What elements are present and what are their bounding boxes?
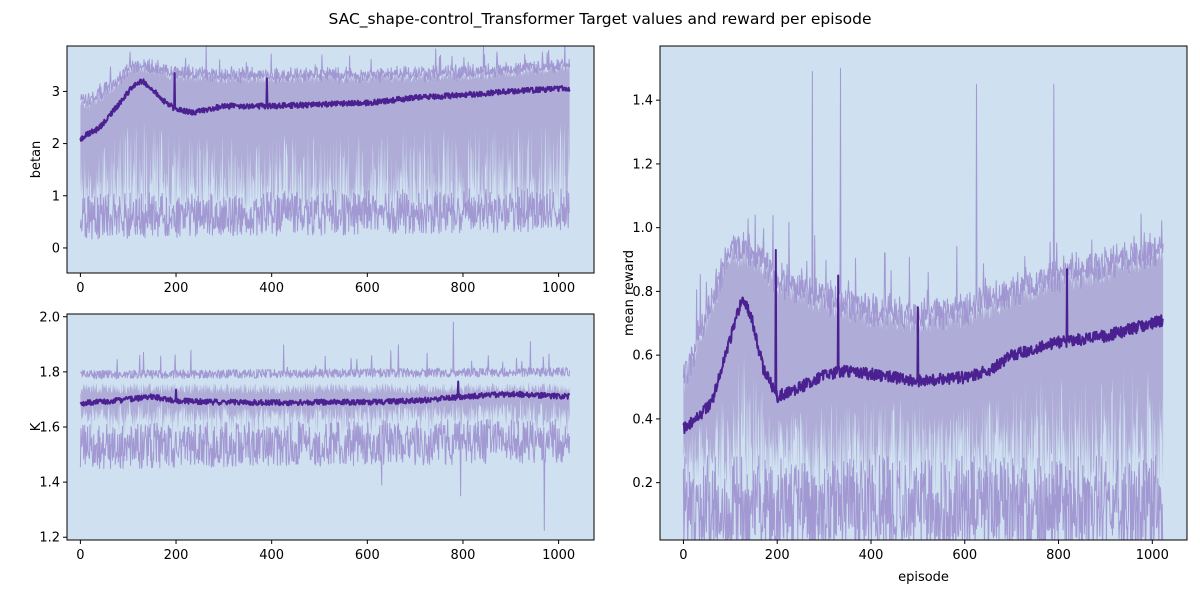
K-x-tick-label: 800 — [451, 548, 476, 563]
K-max-line — [80, 321, 571, 380]
reward-max-line — [682, 67, 1164, 384]
reward-y-tick-label: 1.0 — [632, 221, 653, 236]
betan-x-tick-label: 800 — [451, 281, 476, 296]
betan-min-line — [79, 186, 570, 240]
betan-y-tick-label: 1 — [52, 189, 60, 204]
reward-min-line — [682, 455, 1164, 540]
reward-axes-frame — [659, 45, 1188, 541]
K-y-tick-label: 1.2 — [39, 531, 60, 546]
betan-y-axis-label: betan — [29, 141, 44, 179]
reward-x-tick-label: 200 — [765, 548, 790, 563]
K-x-tick-label: 200 — [164, 548, 189, 563]
betan-y-tick-label: 3 — [52, 85, 60, 100]
K-x-tick-label: 400 — [259, 548, 284, 563]
reward-mean-line — [682, 249, 1164, 435]
K-y-axis-label: K — [29, 422, 44, 431]
K-x-tick-label: 1000 — [542, 548, 575, 563]
K-y-tick-label: 1.6 — [39, 421, 60, 436]
reward-x-tick-label: 0 — [679, 548, 687, 563]
reward-y-axis-label: mean reward — [622, 250, 637, 336]
betan-x-tick-label: 600 — [355, 281, 380, 296]
reward-x-tick-label: 400 — [859, 548, 884, 563]
reward-y-tick-label: 0.6 — [632, 349, 653, 364]
betan-std-band — [80, 62, 570, 218]
reward-x-tick-label: 800 — [1046, 548, 1071, 563]
betan-panel: 0 200 400 600 800 1000 0 1 2 3 betan — [29, 45, 595, 296]
K-x-tick-label: 0 — [76, 548, 84, 563]
betan-x-tick-label: 0 — [76, 281, 84, 296]
K-x-tick-label: 600 — [355, 548, 380, 563]
K-y-tick-label: 2.0 — [39, 310, 60, 325]
reward-y-tick-label: 0.4 — [632, 412, 653, 427]
reward-std-band — [683, 242, 1164, 505]
reward-x-tick-label: 600 — [952, 548, 977, 563]
k-panel: 0 200 400 600 800 1000 1.2 1.4 1.6 1.8 2.0 K — [29, 310, 595, 563]
reward-y-tick-label: 1.4 — [632, 94, 653, 109]
betan-max-line — [80, 46, 571, 107]
reward-x-axis-label: episode — [898, 570, 949, 585]
figure-title: SAC_shape-control_Transformer Target val… — [328, 10, 871, 29]
betan-y-tick-label: 0 — [52, 241, 60, 256]
betan-x-tick-label: 400 — [259, 281, 284, 296]
K-min-line — [79, 419, 571, 531]
reward-panel: 0 200 400 600 800 1000 0.2 0.4 0.6 0.8 1.0 1.2 1.4 me… — [622, 45, 1188, 585]
reward-x-tick-label: 1000 — [1136, 548, 1169, 563]
K-y-tick-label: 1.4 — [39, 476, 60, 491]
reward-y-tick-label: 0.8 — [632, 285, 653, 300]
betan-axes-frame — [66, 45, 595, 274]
reward-y-tick-label: 0.2 — [632, 476, 653, 491]
K-y-tick-label: 1.8 — [39, 365, 60, 380]
betan-x-tick-label: 1000 — [542, 281, 575, 296]
betan-x-tick-label: 200 — [164, 281, 189, 296]
reward-y-tick-label: 1.2 — [632, 157, 653, 172]
betan-y-tick-label: 2 — [52, 137, 60, 152]
betan-mean-line — [79, 72, 571, 142]
K-mean-line — [79, 380, 571, 407]
